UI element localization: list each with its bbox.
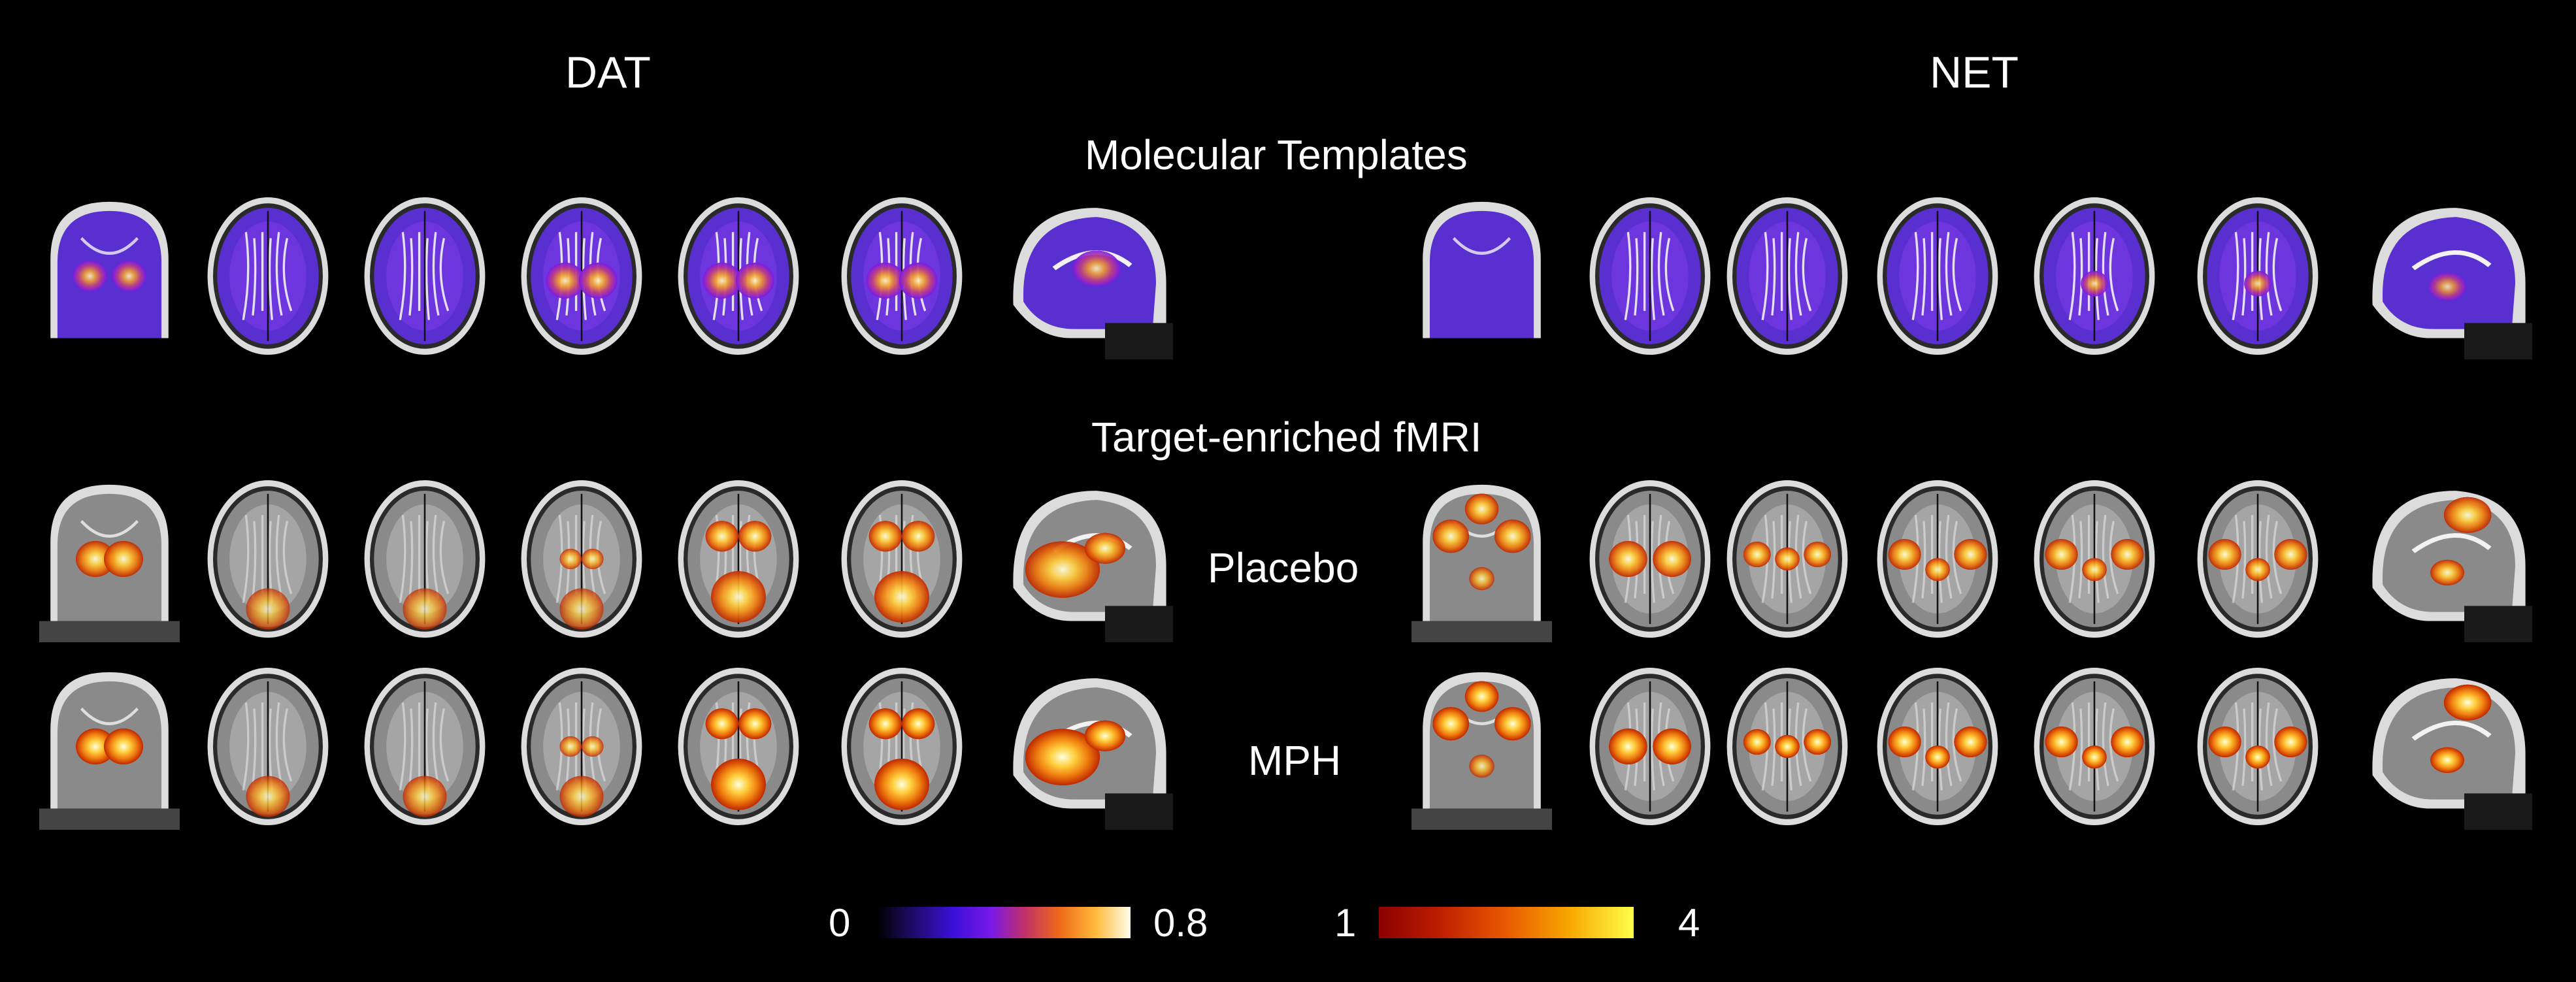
net-mph-axial-slice-6 bbox=[2189, 663, 2326, 830]
net-mph-sagittal-slice-7 bbox=[2362, 663, 2532, 830]
molecular-colorbar bbox=[878, 907, 1131, 938]
dat-molecular-sagittal-slice-7 bbox=[1003, 193, 1173, 359]
target-enriched-fmri-heading: Target-enriched fMRI bbox=[1091, 414, 1482, 461]
molecular-colorbar-min: 0 bbox=[829, 901, 851, 945]
net-molecular-axial-slice-6 bbox=[2189, 193, 2326, 359]
net-molecular-sagittal-slice-7 bbox=[2362, 193, 2532, 359]
dat-mph-axial-slice-3 bbox=[356, 663, 493, 830]
net-molecular-axial-slice-3 bbox=[1719, 193, 1856, 359]
net-molecular-axial-slice-5 bbox=[2026, 193, 2163, 359]
dat-placebo-sagittal-slice-7 bbox=[1003, 476, 1173, 642]
dat-mph-axial-slice-5 bbox=[670, 663, 807, 830]
net-mph-axial-slice-5 bbox=[2026, 663, 2163, 830]
net-molecular-coronal-slice-1 bbox=[1412, 193, 1552, 359]
fmri-colorbar-max: 4 bbox=[1678, 901, 1700, 945]
net-placebo-axial-slice-4 bbox=[1869, 476, 2006, 642]
dat-placebo-axial-slice-3 bbox=[356, 476, 493, 642]
net-header: NET bbox=[1930, 48, 2019, 97]
dat-placebo-axial-slice-6 bbox=[833, 476, 970, 642]
mph-label: MPH bbox=[1248, 737, 1342, 784]
fmri-colorbar-min: 1 bbox=[1334, 901, 1357, 945]
molecular-colorbar-max: 0.8 bbox=[1153, 901, 1208, 945]
dat-mph-axial-slice-6 bbox=[833, 663, 970, 830]
dat-mph-sagittal-slice-7 bbox=[1003, 663, 1173, 830]
net-placebo-axial-slice-3 bbox=[1719, 476, 1856, 642]
net-molecular-axial-slice-4 bbox=[1869, 193, 2006, 359]
net-mph-coronal-slice-1 bbox=[1412, 663, 1552, 830]
dat-molecular-axial-slice-6 bbox=[833, 193, 970, 359]
net-placebo-axial-slice-6 bbox=[2189, 476, 2326, 642]
net-placebo-axial-slice-5 bbox=[2026, 476, 2163, 642]
net-mph-axial-slice-2 bbox=[1581, 663, 1719, 830]
dat-mph-axial-slice-2 bbox=[199, 663, 337, 830]
dat-molecular-axial-slice-5 bbox=[670, 193, 807, 359]
dat-placebo-coronal-slice-1 bbox=[39, 476, 180, 642]
net-placebo-sagittal-slice-7 bbox=[2362, 476, 2532, 642]
dat-placebo-axial-slice-4 bbox=[513, 476, 650, 642]
dat-molecular-axial-slice-4 bbox=[513, 193, 650, 359]
dat-molecular-coronal-slice-1 bbox=[39, 193, 180, 359]
placebo-label: Placebo bbox=[1208, 544, 1359, 591]
dat-placebo-axial-slice-2 bbox=[199, 476, 337, 642]
net-placebo-coronal-slice-1 bbox=[1412, 476, 1552, 642]
molecular-templates-heading: Molecular Templates bbox=[1085, 131, 1468, 178]
net-molecular-axial-slice-2 bbox=[1581, 193, 1719, 359]
net-mph-axial-slice-3 bbox=[1719, 663, 1856, 830]
dat-molecular-axial-slice-3 bbox=[356, 193, 493, 359]
dat-header: DAT bbox=[565, 48, 651, 97]
fmri-colorbar bbox=[1379, 907, 1634, 938]
net-placebo-axial-slice-2 bbox=[1581, 476, 1719, 642]
dat-mph-axial-slice-4 bbox=[513, 663, 650, 830]
dat-placebo-axial-slice-5 bbox=[670, 476, 807, 642]
dat-mph-coronal-slice-1 bbox=[39, 663, 180, 830]
dat-molecular-axial-slice-2 bbox=[199, 193, 337, 359]
net-mph-axial-slice-4 bbox=[1869, 663, 2006, 830]
